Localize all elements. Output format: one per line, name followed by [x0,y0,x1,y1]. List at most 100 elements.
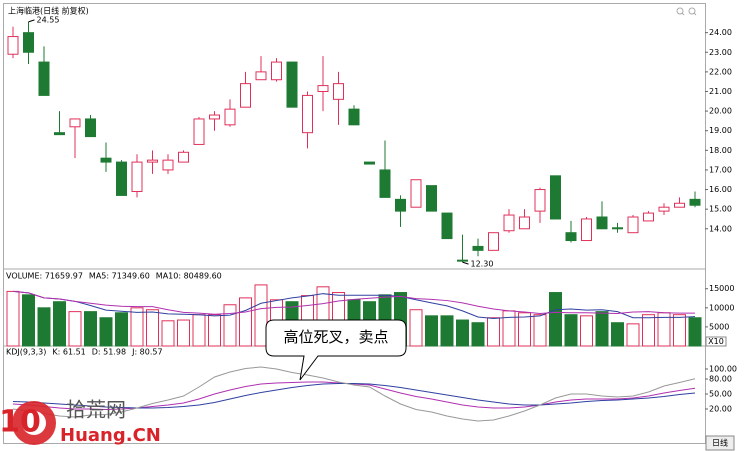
candle-body [379,169,391,198]
y-tick-label: 16.00 [709,185,732,194]
volume-bar [53,301,66,347]
candle-body [131,161,143,193]
candle-body [224,108,236,126]
watermark: 10 拾荒网 Huang.CN [0,398,161,447]
volume-bar [595,311,609,347]
candle-body [7,36,19,55]
candle-body [627,216,639,234]
candle-body [519,216,530,230]
candle-body [364,161,375,165]
candle-body [162,159,174,171]
volume-bar [440,315,454,347]
legend-entry: J: 80.57 [131,348,163,357]
volume-ma-line [12,290,696,320]
volume-bar [626,323,640,347]
y-tick-label: 18.00 [709,146,732,155]
legend-entry: MA10: 80489.60 [156,272,222,281]
y-tick-label: 15.00 [709,205,732,214]
candle-body [255,71,267,81]
candle-body [240,83,251,108]
candle-body [457,259,468,262]
callout-text: 高位死叉，卖点 [283,328,388,346]
y-tick-label: 50.00 [709,390,732,399]
y-tick-label: 17.00 [709,165,732,174]
y-tick-label: 5000 [709,322,729,331]
volume-bar [99,317,113,347]
legend-entry: VOLUME: 71659.97 [6,272,83,281]
volume-bar [549,292,562,347]
period-tab[interactable] [705,435,735,451]
volume-bar [6,290,20,347]
volume-bar [471,322,485,347]
y-tick-label: 14.00 [709,224,732,233]
candle-body [85,118,96,138]
candle-body [38,61,50,96]
volume-bar [68,311,82,347]
indicator-line [12,366,696,422]
candle-body [147,159,158,163]
watermark-brand: 拾荒网 [66,398,126,422]
axis-unit: X10 [708,337,724,346]
candle-body [550,175,561,220]
y-tick-label: 19.00 [709,126,732,135]
candle-body [286,61,298,108]
candle-body [100,157,112,163]
volume-bar [239,297,252,347]
volume-bar [161,320,175,347]
candle-body [565,232,577,242]
volume-bar [487,317,500,347]
y-tick-label: 23.00 [709,48,732,57]
volume-bar [502,310,516,347]
volume-bar [22,294,35,347]
annotation-label: 24.55 [37,15,60,24]
legend-entry: KDJ(9,3,3) [6,348,46,357]
volume-bar [564,314,578,347]
candle-body [302,94,313,134]
candle-body [116,161,127,196]
candle-body [348,108,360,126]
zoom-icons[interactable] [676,7,697,16]
y-tick-label: 22.00 [709,67,732,76]
y-tick-label: 24.00 [709,28,732,37]
volume-bar [642,314,655,347]
volume-bar [456,319,469,347]
candle-body [689,198,701,206]
y-tick-label: 21.00 [709,87,732,96]
volume-bar [673,314,686,347]
period-tab-label[interactable]: 日线 [712,438,728,448]
volume-bar [409,309,423,347]
y-tick-label: 100.00 [709,365,737,374]
watermark-site: Huang.CN [60,425,161,446]
volume-bar [208,314,221,347]
volume-bar [580,315,593,347]
volume-bar [533,314,547,347]
annotation-pointer [462,261,469,265]
volume-bar [115,312,128,347]
indicator-line [12,383,696,409]
y-tick-label: 20.00 [709,107,732,116]
y-tick-label: 15000 [709,284,734,293]
volume-bar [611,322,624,347]
candle-body [271,61,282,81]
volume-bar [146,309,159,347]
annotation-label: 12.30 [471,260,494,269]
candle-body [503,214,515,232]
y-tick-label: 80.00 [709,375,732,384]
candle-body [426,185,437,212]
volume-bar [192,314,206,347]
volume-bar [37,307,51,347]
legend-entry: K: 61.51 [52,348,85,357]
volume-bar [518,312,531,347]
watermark-logo: 10 [0,405,41,440]
candle-body [395,198,406,212]
legend-entry: D: 51.98 [92,348,126,357]
candle-body [54,132,65,136]
candle-body [581,218,592,242]
candle-body [23,32,34,53]
candle-body [674,202,685,208]
candle-body [472,245,484,251]
volume-bar [425,315,438,347]
chart-title: 上海临港(日线 前复权) [8,6,89,16]
